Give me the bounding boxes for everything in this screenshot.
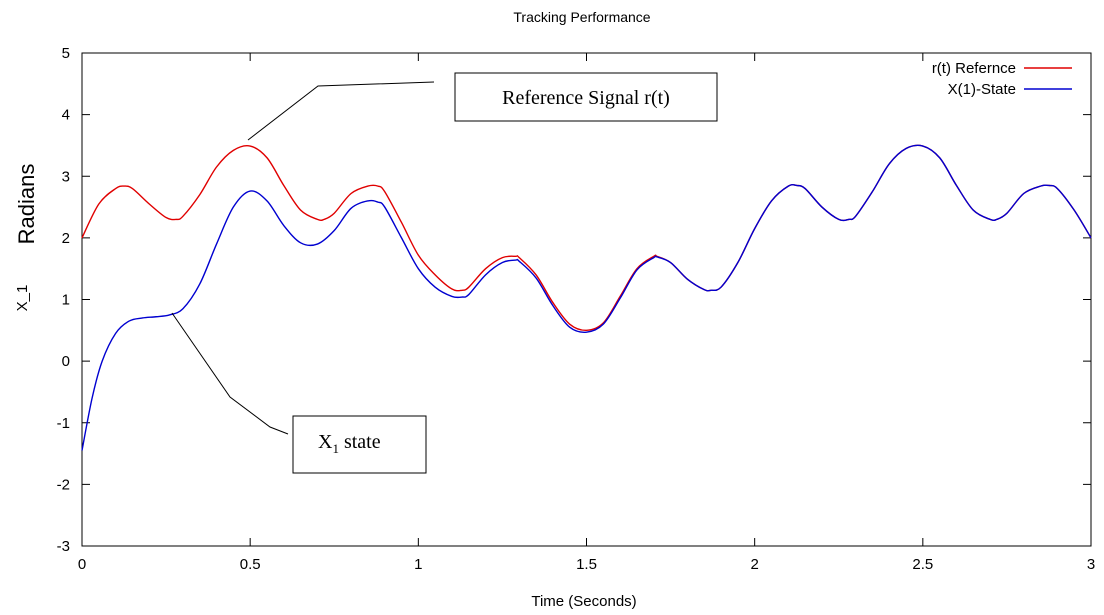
x-tick-label: 1.5	[576, 556, 597, 573]
annotation-state-box	[292, 415, 427, 474]
chart-title: Tracking Performance	[513, 9, 650, 25]
x-tick-label: 0	[78, 556, 86, 573]
series-line-reference	[81, 144, 1092, 332]
annotation-state-main: X	[318, 431, 333, 453]
y-tick-label: -2	[57, 476, 70, 493]
annotation-reference-leader	[247, 81, 435, 141]
annotation-state-sub: 1	[332, 441, 339, 456]
y-tick-label: 3	[62, 168, 70, 185]
y-tick-label: 0	[62, 353, 70, 370]
axis-ticks: 0 0.5 1 1.5 2 2.5 3 -3 -2 -1 0 1 2 3 4 5	[57, 45, 1096, 573]
annotation-reference-text: Reference Signal r(t)	[502, 87, 670, 109]
plot-frame	[81, 52, 1092, 547]
y-tick-label: 5	[62, 45, 70, 62]
annotation-reference: Reference Signal r(t)	[247, 72, 718, 141]
x-tick-label: 2.5	[912, 556, 933, 573]
x-tick-label: 0.5	[240, 556, 261, 573]
series-lines	[81, 144, 1092, 451]
legend-label: X(1)-State	[948, 81, 1016, 98]
y-tick-label: 4	[62, 107, 70, 124]
annotation-state-text: X1 state	[318, 431, 381, 456]
y-tick-label: 2	[62, 230, 70, 247]
y-tick-label: -3	[57, 538, 70, 555]
legend-label: r(t) Refernce	[932, 60, 1016, 77]
annotation-state: X1 state	[171, 312, 427, 474]
annotation-state-leader	[171, 312, 289, 435]
legend: r(t) Refernce X(1)-State	[932, 60, 1072, 98]
x-axis-label: Time (Seconds)	[531, 593, 636, 610]
annotation-state-after: state	[339, 431, 381, 453]
series-line-state	[81, 144, 1092, 451]
x-tick-label: 2	[750, 556, 758, 573]
y-axis-label-inner: X_1	[14, 285, 31, 312]
x-tick-label: 1	[414, 556, 422, 573]
annotation-reference-box	[454, 72, 718, 122]
y-tick-label: 1	[62, 292, 70, 309]
y-tick-label: -1	[57, 415, 70, 432]
x-tick-label: 3	[1087, 556, 1095, 573]
y-axis-label-outer: Radians	[14, 164, 39, 245]
